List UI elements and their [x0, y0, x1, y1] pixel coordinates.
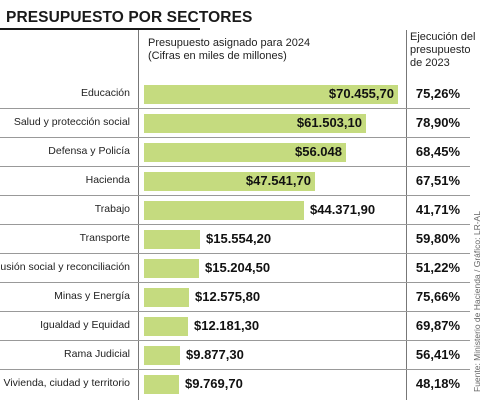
budget-header-line-1: Presupuesto asignado para 2024 [148, 37, 311, 49]
execution-value: 78,90% [415, 115, 460, 130]
bar-value-label: $61.503,10 [296, 115, 362, 130]
category-label: Transporte [79, 232, 130, 244]
bar [144, 171, 315, 191]
row-separator [0, 369, 470, 370]
execution-column-separator [406, 30, 407, 400]
chart-title: PRESUPUESTO POR SECTORES [6, 9, 253, 26]
category-label: Igualdad y Equidad [40, 319, 130, 331]
bar [144, 200, 304, 220]
row-separator [0, 253, 470, 254]
execution-column-header: Ejecución del presupuesto de 2023 [410, 31, 475, 70]
budget-header-line-2: (Cifras en miles de millones) [148, 50, 287, 62]
category-label: Inclusión social y reconciliación [0, 261, 130, 273]
bar [144, 229, 200, 249]
bar-value-label: $44.371,90 [310, 202, 376, 217]
bar [144, 316, 188, 336]
budget-column-header: Presupuesto asignado para 2024 (Cifras e… [148, 37, 310, 63]
execution-value: 51,22% [415, 260, 460, 275]
source-note: Fuente: Ministerio de Hacienda / Gráfico… [472, 211, 480, 392]
row-separator [0, 282, 470, 283]
row-separator [0, 195, 470, 196]
row-separator [0, 166, 470, 167]
bar [144, 374, 179, 394]
category-label: Minas y Energía [54, 290, 130, 302]
category-label: Rama Judicial [64, 348, 130, 360]
row-separator [0, 311, 470, 312]
bar-value-label: $70.455,70 [328, 86, 394, 101]
bar-value-label: $12.181,30 [194, 318, 260, 333]
execution-value: 67,51% [415, 173, 460, 188]
label-column-separator [138, 30, 139, 400]
bar-value-label: $15.554,20 [206, 231, 272, 246]
bar-value-label: $15.204,50 [205, 260, 271, 275]
execution-header-line-2: presupuesto [410, 44, 471, 56]
row-separator [0, 137, 470, 138]
category-label: Vivienda, ciudad y territorio [3, 377, 130, 389]
execution-value: 59,80% [415, 231, 460, 246]
bar-value-label: $9.877,30 [186, 347, 244, 362]
bar [144, 287, 189, 307]
bar-value-label: $9.769,70 [185, 376, 243, 391]
execution-value: 68,45% [415, 144, 460, 159]
category-label: Defensa y Policía [48, 145, 130, 157]
category-label: Hacienda [85, 174, 130, 186]
bar-value-label: $47.541,70 [245, 173, 311, 188]
title-rule: PRESUPUESTO POR SECTORES [0, 2, 252, 30]
bar [144, 258, 199, 278]
execution-value: 75,26% [415, 86, 460, 101]
execution-value: 41,71% [415, 202, 460, 217]
execution-value: 48,18% [415, 376, 460, 391]
row-separator [0, 108, 470, 109]
category-label: Salud y protección social [13, 116, 130, 128]
bar [144, 84, 398, 104]
bar-value-label: $12.575,80 [195, 289, 261, 304]
category-label: Trabajo [94, 203, 130, 215]
category-label: Educación [80, 87, 130, 99]
execution-value: 75,66% [415, 289, 460, 304]
bar [144, 345, 180, 365]
row-separator [0, 340, 470, 341]
execution-header-line-3: de 2023 [410, 57, 450, 69]
row-separator [0, 224, 470, 225]
bar-value-label: $56.048 [295, 144, 342, 159]
execution-header-line-1: Ejecución del [410, 31, 476, 43]
bar [144, 142, 346, 162]
execution-value: 56,41% [415, 347, 460, 362]
bar [144, 113, 366, 133]
execution-value: 69,87% [415, 318, 460, 333]
